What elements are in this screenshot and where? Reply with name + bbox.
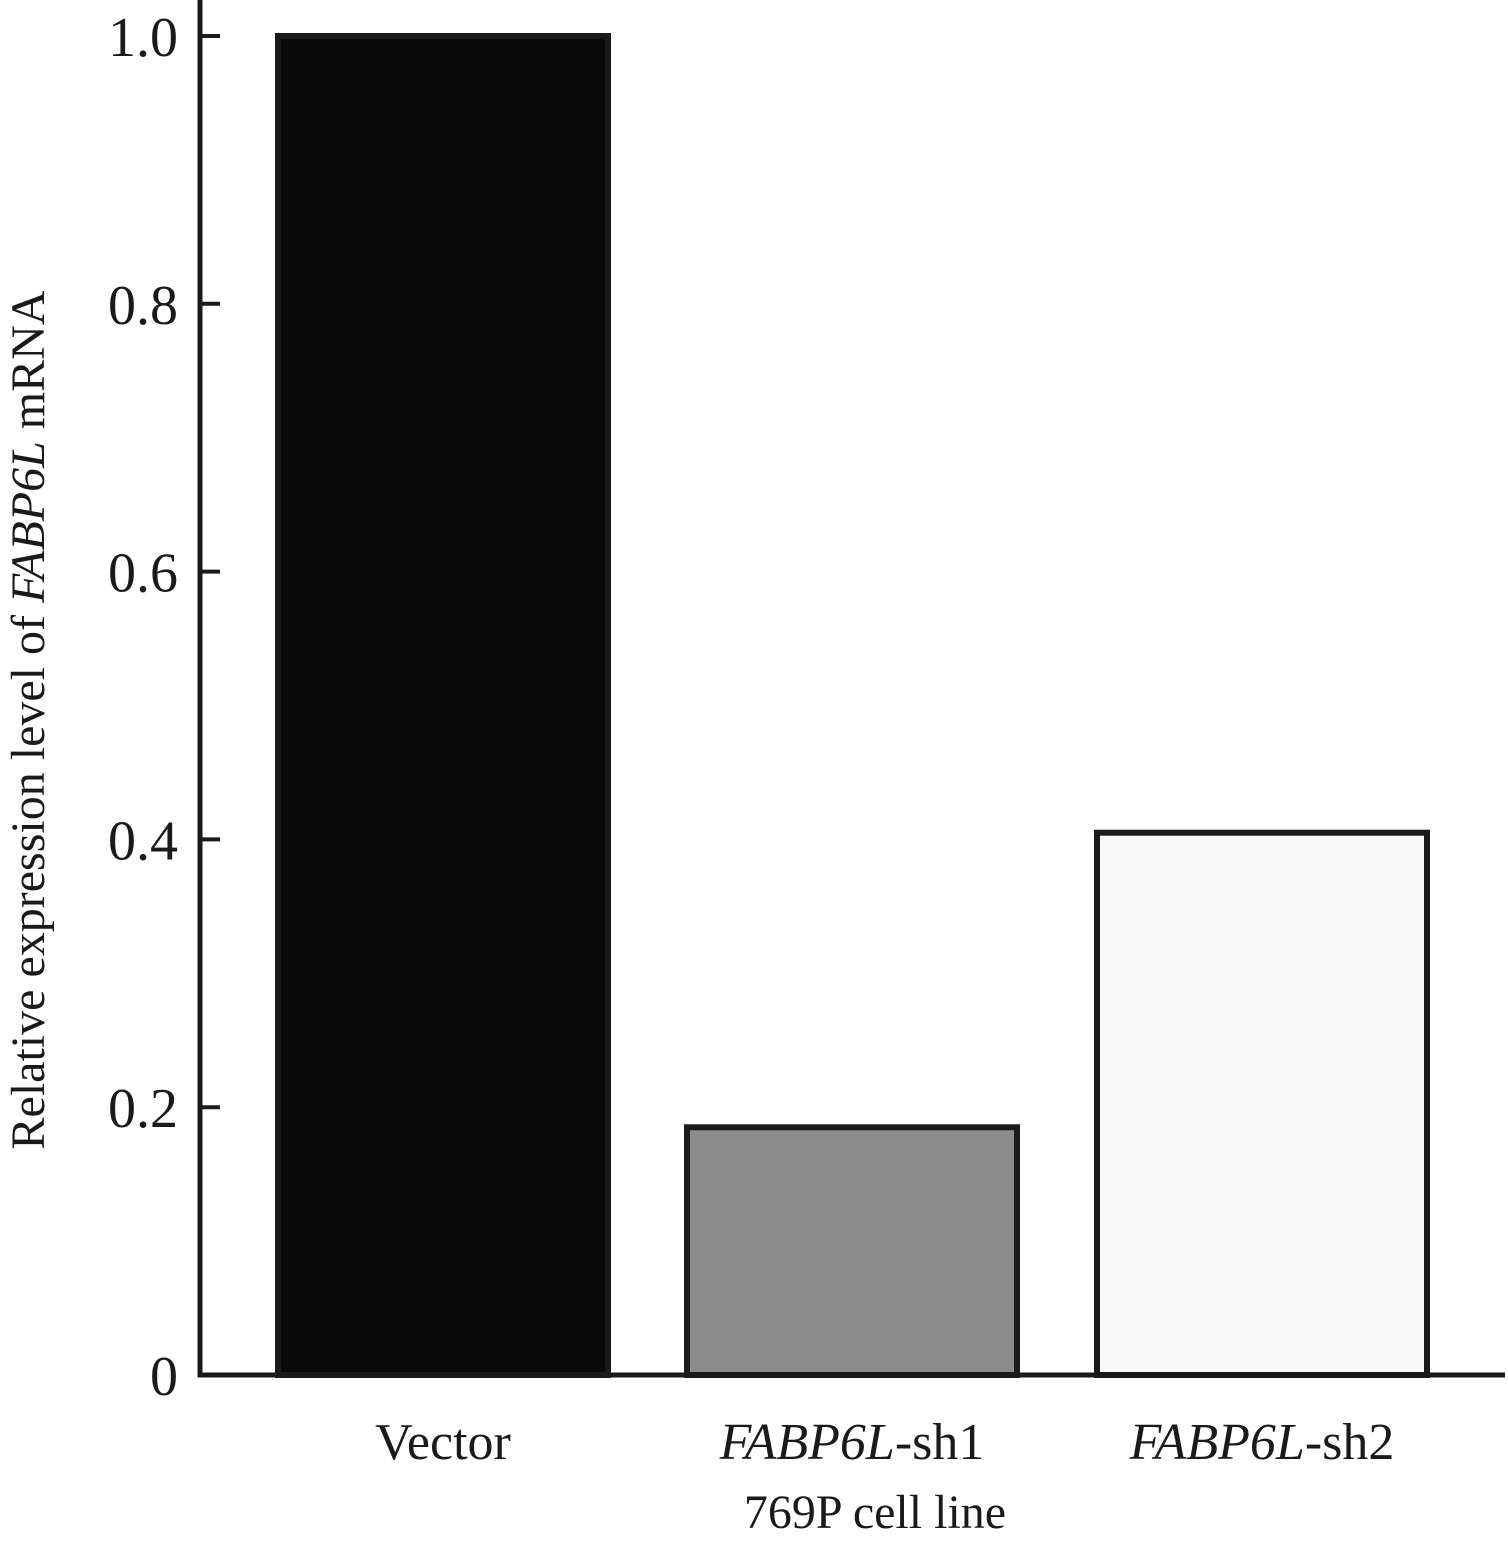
bars-group [275,33,1430,1379]
y-ticks-group: 0 0.2 0.4 0.6 0.8 1.0 [108,7,220,1408]
x-category-label: FABP6L-sh2 [1129,1414,1395,1471]
x-axis-label: 769P cell line [744,1486,1006,1539]
y-axis-label-prefix: Relative expression level of [2,603,55,1150]
x-category-label-suffix: -sh1 [895,1414,985,1471]
y-tick-label: 1.0 [108,7,178,69]
y-tick-label: 0.4 [108,810,178,872]
bar-1 [275,33,611,1378]
bar-2 [684,1124,1020,1379]
y-tick-label: 0.8 [108,275,178,337]
x-category-label-suffix: -sh2 [1305,1414,1395,1471]
bar-3 [1094,829,1430,1378]
y-tick-label: 0.2 [108,1078,178,1140]
x-category-label-gene: FABP6L [719,1414,895,1471]
y-axis-label-suffix: mRNA [2,290,55,441]
x-category-label: Vector [375,1414,511,1471]
y-tick-label: 0.6 [108,543,178,605]
y-tick-label: 0 [150,1346,178,1408]
axes-group [197,0,1505,1378]
x-category-label-suffix: Vector [375,1414,511,1471]
y-axis-label: Relative expression level of FABP6L mRNA [2,290,55,1149]
x-category-label: FABP6L-sh1 [719,1414,985,1471]
y-axis-label-gene: FABP6L [2,441,55,604]
x-category-label-gene: FABP6L [1129,1414,1305,1471]
x-categories-group: Vector FABP6L-sh1 FABP6L-sh2 [375,1414,1394,1471]
